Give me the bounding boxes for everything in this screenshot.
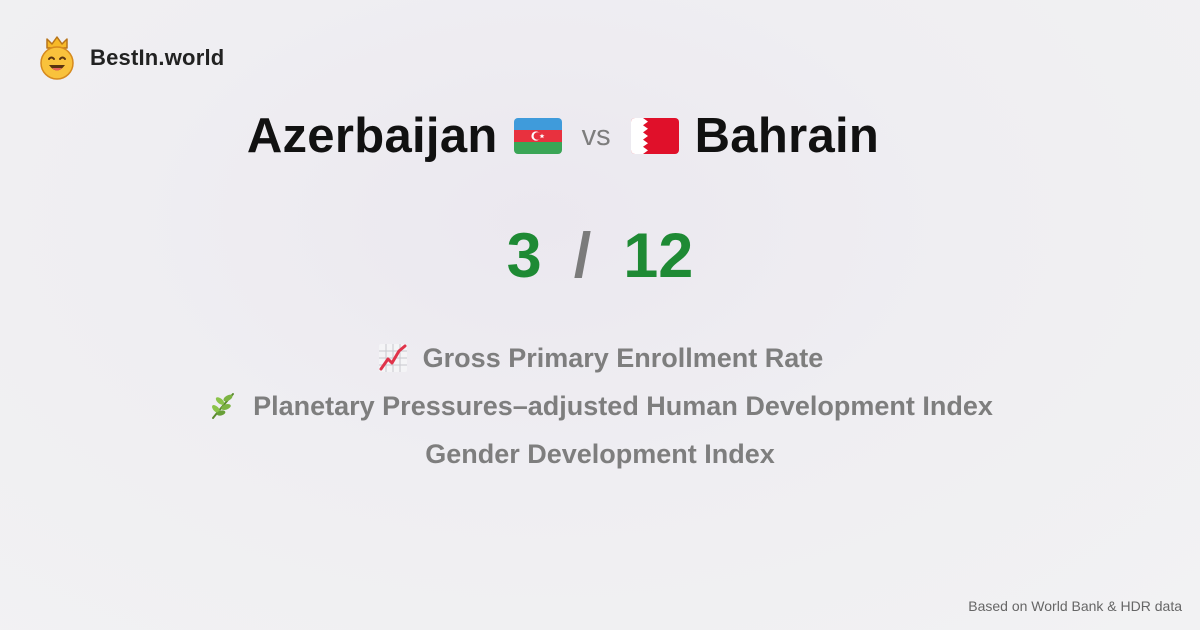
bahrain-flag-icon: [630, 118, 679, 154]
vs-label: vs: [581, 119, 611, 152]
brand[interactable]: BestIn.world: [38, 36, 224, 80]
chart-increasing-icon: [378, 344, 407, 372]
herb-leaf-icon: [212, 393, 235, 419]
metric-label: Gender Development Index: [425, 438, 775, 469]
metric-item[interactable]: Gross Primary Enrollment Rate: [0, 334, 1200, 382]
left-score: 3: [506, 221, 542, 291]
score-separator: /: [573, 221, 592, 291]
metric-label: Gross Primary Enrollment Rate: [422, 342, 824, 373]
smiling-crown-face-icon: [40, 36, 74, 80]
data-source-note: Based on World Bank & HDR data: [968, 598, 1182, 614]
azerbaijan-flag-icon: [513, 118, 562, 154]
comparison-title: Azerbaijan vs Bahrain: [0, 108, 1126, 164]
metric-item[interactable]: Planetary Pressures–adjusted Human Devel…: [0, 382, 1200, 430]
score-display: 3 / 12: [0, 220, 1200, 292]
metric-label: Planetary Pressures–adjusted Human Devel…: [253, 390, 993, 421]
metric-item[interactable]: Gender Development Index: [0, 430, 1200, 478]
right-score: 12: [623, 221, 694, 291]
brand-name: BestIn.world: [90, 45, 225, 70]
right-country-name[interactable]: Bahrain: [694, 109, 880, 163]
left-country-name[interactable]: Azerbaijan: [246, 109, 498, 163]
metric-list: Gross Primary Enrollment Rate Planetary …: [0, 334, 1200, 478]
